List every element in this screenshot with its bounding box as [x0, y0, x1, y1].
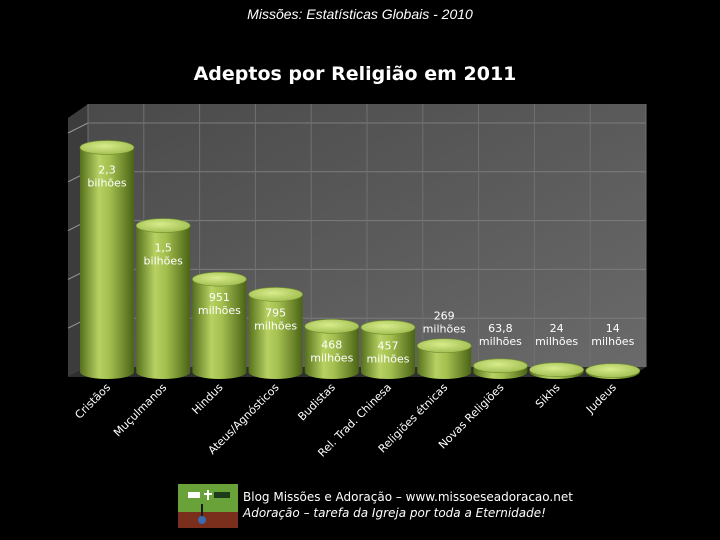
category-label: Cristãos [72, 381, 113, 422]
bar-cap [360, 320, 416, 335]
category-label: Muçulmanos [111, 381, 169, 439]
data-label-unit: milhões [366, 352, 409, 365]
bar-body [361, 327, 415, 379]
gridline [67, 122, 89, 134]
bar-6 [360, 320, 416, 379]
bar-cap [585, 363, 641, 378]
data-label-unit: milhões [479, 335, 522, 348]
footer-text: Blog Missões e Adoração – www.missoesead… [243, 489, 573, 521]
data-label-value: 24 [550, 322, 564, 335]
bar-cap [529, 362, 584, 377]
bar-cap [473, 358, 528, 374]
bar-body [248, 294, 303, 380]
data-label-unit: milhões [423, 323, 466, 336]
category-label: Budistas [295, 381, 338, 424]
bar-cap [304, 319, 360, 334]
bar-body [417, 345, 472, 380]
bar-cap [135, 218, 191, 233]
data-label-value: 468 [321, 338, 342, 351]
bar-cap [248, 287, 303, 302]
bar-body [304, 326, 359, 380]
bar-4 [248, 287, 303, 380]
bar-body [136, 225, 191, 380]
bars [79, 140, 641, 380]
data-label-unit: milhões [310, 351, 353, 364]
bar-7 [416, 338, 472, 380]
category-label: Judeus [583, 381, 619, 417]
bar-cap [192, 271, 247, 287]
data-label-unit: milhões [198, 304, 241, 317]
data-label-unit: bilhões [144, 255, 184, 268]
bar-body [192, 279, 247, 380]
data-label-value: 269 [434, 310, 455, 323]
data-label-value: 1,5 [154, 242, 172, 255]
blog-logo [178, 484, 238, 528]
bar-cap [416, 338, 472, 354]
data-label-value: 2,3 [98, 164, 116, 177]
data-label-unit: bilhões [87, 177, 127, 190]
data-label-unit: milhões [254, 319, 297, 332]
bar-1 [79, 140, 135, 379]
bar-cap [79, 140, 135, 155]
bar-10 [585, 363, 641, 380]
data-label-value: 951 [209, 291, 230, 304]
slide-title: Missões: Estatísticas Globais - 2010 [247, 6, 473, 22]
category-label: Hindus [189, 381, 225, 417]
footer-line-tagline: Adoração – tarefa da Igreja por toda a E… [243, 506, 546, 520]
data-label-unit: milhões [591, 335, 634, 348]
chart-title: Adeptos por Religião em 2011 [194, 63, 517, 85]
data-label-value: 14 [606, 322, 620, 335]
bar-9 [529, 362, 584, 380]
footer-line-blog: Blog Missões e Adoração – www.missoesead… [243, 490, 573, 504]
data-label-value: 795 [265, 306, 286, 319]
bar-body [80, 147, 134, 379]
data-label-unit: milhões [535, 335, 578, 348]
bar-8 [473, 358, 528, 379]
bar-2 [135, 218, 191, 380]
bar-5 [304, 319, 360, 380]
data-label-value: 63,8 [488, 322, 513, 335]
data-label-value: 457 [378, 339, 399, 352]
bar-3 [192, 271, 247, 380]
category-label: Sikhs [533, 381, 563, 411]
